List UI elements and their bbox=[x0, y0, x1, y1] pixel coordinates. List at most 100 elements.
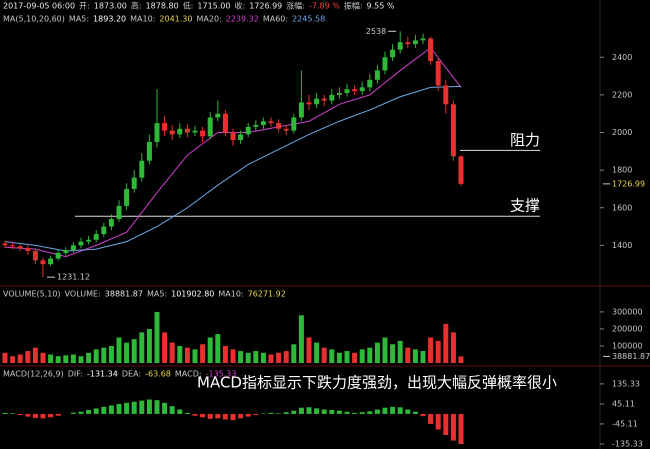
volume-bar bbox=[238, 351, 244, 363]
volume-bar bbox=[260, 352, 266, 363]
candle-body bbox=[245, 126, 251, 135]
volume-bar bbox=[450, 332, 456, 363]
volume-bar bbox=[344, 351, 350, 363]
header-text: MA5: bbox=[147, 290, 167, 299]
candle-body bbox=[443, 85, 449, 105]
volume-bar bbox=[146, 328, 152, 363]
macd-bar bbox=[321, 409, 327, 414]
macd-bar bbox=[10, 413, 16, 414]
macd-bar bbox=[17, 413, 23, 416]
macd-bar bbox=[245, 413, 251, 417]
header-text: VOLUME: bbox=[65, 290, 101, 299]
header-text: 2017-09-05 06:00 bbox=[3, 2, 75, 11]
volume-bar bbox=[298, 315, 304, 363]
candle-body bbox=[352, 89, 358, 92]
volume-bar bbox=[420, 351, 426, 363]
header-text: MA(5,10,20,60) bbox=[3, 15, 65, 24]
volume-bar bbox=[291, 344, 297, 363]
candle-body bbox=[184, 128, 190, 133]
candle-body bbox=[200, 130, 206, 137]
header-text: 2245.58 bbox=[292, 15, 325, 24]
candle-body bbox=[336, 93, 342, 95]
candle-body bbox=[177, 128, 183, 135]
macd-bar bbox=[458, 413, 464, 444]
header-text: 101902.80 bbox=[171, 290, 214, 299]
level-label: 支撑 bbox=[510, 197, 540, 215]
y-tick-label: 2200 bbox=[612, 90, 632, 99]
volume-bar bbox=[2, 352, 8, 363]
candle-body bbox=[291, 117, 297, 131]
macd-bar bbox=[390, 406, 396, 414]
volume-bar bbox=[86, 352, 92, 363]
macd-bar bbox=[352, 412, 358, 414]
header-text: DEA: bbox=[122, 370, 141, 379]
candle-body bbox=[154, 123, 160, 142]
candle-body bbox=[25, 248, 31, 252]
macd-bar bbox=[200, 413, 206, 418]
candle-body bbox=[458, 156, 464, 184]
volume-bar bbox=[443, 323, 449, 363]
volume-bar bbox=[139, 332, 145, 363]
volume-bar bbox=[374, 342, 380, 363]
y-tick-label: 1800 bbox=[612, 166, 632, 175]
header-text: MACD(12,26,9) bbox=[3, 370, 64, 379]
macd-bar bbox=[101, 406, 107, 414]
candle-body bbox=[374, 70, 380, 80]
volume-bar bbox=[93, 349, 99, 363]
macd-bar bbox=[298, 407, 304, 414]
candle-body bbox=[238, 134, 244, 141]
candle-body bbox=[420, 38, 426, 41]
volume-bar bbox=[78, 356, 84, 363]
volume-bar bbox=[116, 337, 122, 363]
macd-bar bbox=[207, 413, 213, 419]
volume-bar bbox=[336, 352, 342, 363]
candle-body bbox=[40, 260, 46, 265]
macd-bar bbox=[222, 413, 228, 420]
volume-bar bbox=[405, 347, 411, 363]
volume-bar bbox=[10, 356, 16, 363]
volume-bar bbox=[40, 352, 46, 363]
y-tick-label: 200000 bbox=[612, 324, 643, 333]
volume-bar bbox=[25, 351, 31, 363]
header-text: MA20: bbox=[196, 15, 221, 24]
header-text: 2041.30 bbox=[159, 15, 192, 24]
macd-bar bbox=[359, 412, 365, 414]
candle-body bbox=[405, 42, 411, 45]
macd-bar bbox=[93, 408, 99, 414]
macd-bar bbox=[40, 413, 46, 419]
volume-bar bbox=[207, 337, 213, 363]
volume-bar bbox=[70, 354, 76, 363]
candle-body bbox=[139, 160, 145, 178]
candle-body bbox=[162, 123, 168, 131]
volume-bar bbox=[245, 352, 251, 363]
candle-body bbox=[146, 141, 152, 161]
volume-bar bbox=[352, 352, 358, 363]
macd-bar bbox=[291, 410, 297, 414]
macd-bar bbox=[139, 400, 145, 414]
candle-body bbox=[298, 102, 304, 118]
header-text: 1873.00 bbox=[94, 2, 127, 11]
macd-bar bbox=[336, 410, 342, 414]
candle-body bbox=[86, 239, 92, 242]
candle-body bbox=[450, 104, 456, 157]
volume-bar bbox=[63, 355, 69, 363]
header-text: MA5: bbox=[69, 15, 89, 24]
volume-bar bbox=[200, 344, 206, 363]
header-text: MACD: bbox=[175, 370, 202, 379]
header-text: 2239.32 bbox=[226, 15, 259, 24]
candle-body bbox=[344, 89, 350, 94]
volume-bar bbox=[162, 332, 168, 363]
volume-bar bbox=[412, 349, 418, 363]
header-text: -135.33 bbox=[206, 370, 237, 379]
macd-bar bbox=[230, 413, 236, 421]
candle-body bbox=[32, 251, 38, 261]
annotation: MACD指标显示下跌力度强劲，出现大幅反弹概率很小 bbox=[197, 374, 557, 392]
header-text: -63.68 bbox=[145, 370, 171, 379]
macd-bar bbox=[344, 411, 350, 414]
candle-body bbox=[253, 124, 259, 127]
candle-body bbox=[428, 38, 434, 62]
macd-bar bbox=[443, 413, 449, 436]
y-tick-label: 1600 bbox=[612, 203, 632, 212]
macd-bar bbox=[2, 412, 8, 414]
y-tick-label: 2000 bbox=[612, 128, 632, 137]
